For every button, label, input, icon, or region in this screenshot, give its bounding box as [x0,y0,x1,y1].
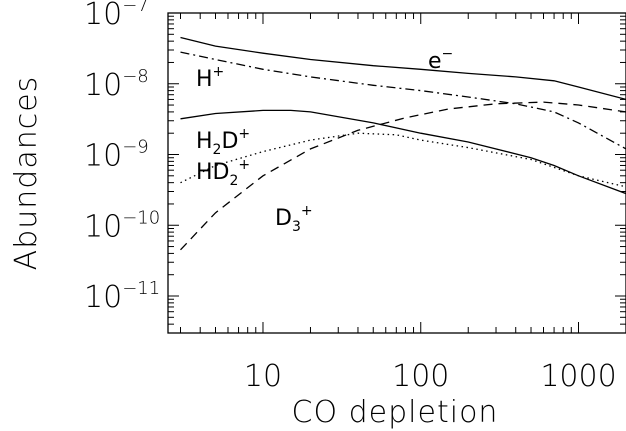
series-label: H+ [196,64,224,92]
y-axis-title: Abundances [9,76,44,271]
series-label: e− [428,46,453,74]
y-tick-label: 10−11 [84,278,160,315]
series-line [180,51,626,150]
series-line [180,109,626,195]
y-tick-label: 10−8 [84,66,149,103]
y-tick-label: 10−9 [84,137,149,174]
series-line [180,36,626,101]
x-axis-title: CO depletion [292,395,499,430]
y-tick-label: 10−10 [84,207,160,244]
x-tick-label: 1000 [540,359,616,394]
series-label: D3+ [275,203,313,235]
series-line [180,101,626,251]
series-label: HD2+ [196,157,250,189]
series-label: H2D+ [196,126,250,158]
x-tick-label: 100 [392,359,449,394]
x-tick-label: 10 [244,359,282,394]
axis-ticks [168,12,626,334]
y-tick-label: 10−7 [84,0,149,32]
series-lines [180,36,626,251]
tick-labels: 10 100 1000 10−7 10−8 10−9 10−10 10−11 [84,0,617,394]
plot-frame [167,12,626,334]
series-labels: e− H+ H2D+HD2+ D3+ [196,46,453,235]
